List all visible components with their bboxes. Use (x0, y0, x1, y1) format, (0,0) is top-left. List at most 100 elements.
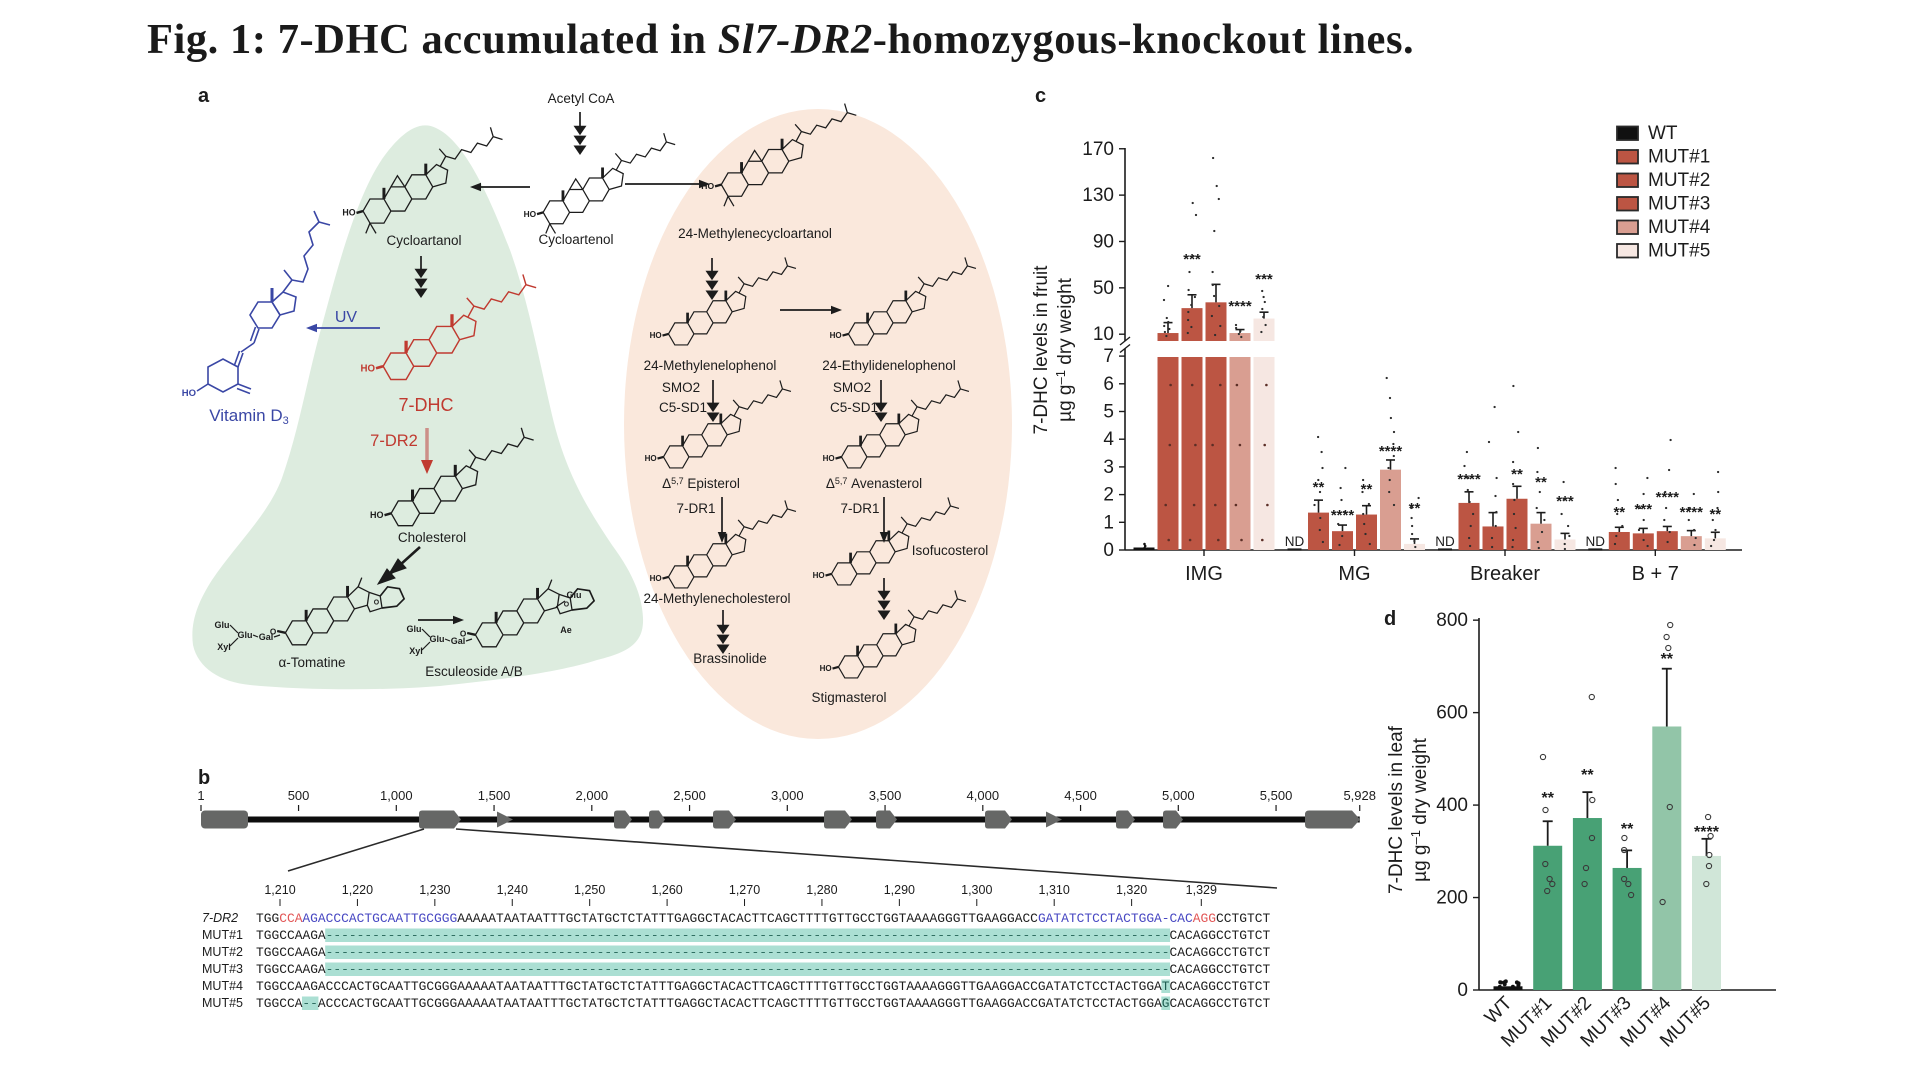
svg-text:------------------------------: ----------------------------------------… (326, 929, 1170, 943)
svg-text:Esculeoside A/B: Esculeoside A/B (425, 664, 523, 679)
svg-text:500: 500 (288, 788, 310, 803)
svg-text:1,210: 1,210 (264, 883, 295, 897)
svg-text:CACAGGCCTGTCT: CACAGGCCTGTCT (1170, 980, 1271, 994)
svg-text:Ae: Ae (560, 625, 572, 635)
svg-text:TGGCCAAGA: TGGCCAAGA (256, 929, 326, 943)
svg-text:Glu: Glu (238, 630, 253, 640)
svg-text:7: 7 (1103, 346, 1114, 367)
svg-text:1,250: 1,250 (574, 883, 605, 897)
svg-text:Gal: Gal (259, 632, 274, 642)
svg-text:7-DHC: 7-DHC (398, 395, 453, 415)
svg-text:Acetyl CoA: Acetyl CoA (548, 91, 615, 106)
svg-text:2,500: 2,500 (673, 788, 706, 803)
svg-text:1,280: 1,280 (806, 883, 837, 897)
svg-text:24-Methylenecholesterol: 24-Methylenecholesterol (643, 591, 790, 606)
svg-text:**: ** (1709, 506, 1721, 523)
svg-text:600: 600 (1436, 703, 1468, 724)
svg-text:c: c (1035, 85, 1046, 107)
svg-text:MUT#3: MUT#3 (202, 962, 243, 976)
svg-text:**: ** (1535, 474, 1547, 491)
svg-text:10: 10 (1093, 324, 1114, 345)
svg-text:B + 7: B + 7 (1632, 563, 1679, 585)
svg-text:24-Ethylidenelophenol: 24-Ethylidenelophenol (822, 358, 956, 373)
svg-text:MUT#5: MUT#5 (1648, 241, 1710, 262)
svg-text:UV: UV (335, 309, 358, 326)
svg-text:C5-SD1: C5-SD1 (830, 400, 878, 415)
svg-text:CACAGGCCTGTCT: CACAGGCCTGTCT (1170, 946, 1271, 960)
svg-text:5,928: 5,928 (1343, 788, 1376, 803)
svg-text:7-DHC levels in leaf: 7-DHC levels in leaf (1386, 725, 1407, 894)
svg-text:3,500: 3,500 (869, 788, 902, 803)
svg-text:------------------------------: ----------------------------------------… (326, 963, 1170, 977)
svg-text:****: **** (1228, 298, 1252, 315)
svg-text:TGGCCAAGA: TGGCCAAGA (256, 963, 326, 977)
svg-text:GATATCTCCTACTGGA-CAC: GATATCTCCTACTGGA-CAC (1038, 912, 1193, 926)
svg-text:130: 130 (1082, 185, 1114, 206)
svg-text:6: 6 (1103, 374, 1114, 395)
svg-text:24-Methylenecycloartanol: 24-Methylenecycloartanol (678, 226, 832, 241)
svg-text:***: *** (1635, 501, 1653, 518)
svg-text:3: 3 (1103, 457, 1114, 478)
svg-text:***: *** (1255, 271, 1273, 288)
svg-text:7-DR2: 7-DR2 (370, 432, 418, 450)
svg-text:1,500: 1,500 (478, 788, 511, 803)
svg-text:MUT#4: MUT#4 (202, 979, 243, 993)
svg-text:3,000: 3,000 (771, 788, 804, 803)
svg-text:AGACCCACTGCAATTGCGGG: AGACCCACTGCAATTGCGGG (302, 912, 457, 926)
svg-text:1,240: 1,240 (497, 883, 528, 897)
svg-text:SMO2: SMO2 (833, 380, 871, 395)
svg-text:CACAGGCCTGTCT: CACAGGCCTGTCT (1170, 963, 1271, 977)
svg-text:**: ** (1541, 790, 1554, 807)
svg-text:7-DR1: 7-DR1 (676, 501, 715, 516)
svg-text:CACAGGCCTGTCT: CACAGGCCTGTCT (1170, 929, 1271, 943)
svg-text:Xyl: Xyl (217, 642, 231, 652)
svg-text:1,290: 1,290 (884, 883, 915, 897)
svg-text:a: a (198, 85, 210, 107)
svg-text:Gal: Gal (451, 636, 466, 646)
svg-text:------------------------------: ----------------------------------------… (326, 946, 1170, 960)
svg-text:TGGCCAAGA: TGGCCAAGA (256, 946, 326, 960)
svg-text:170: 170 (1082, 139, 1114, 160)
svg-text:MG: MG (1338, 563, 1370, 585)
svg-text:α-Tomatine: α-Tomatine (278, 655, 345, 670)
svg-text:Brassinolide: Brassinolide (693, 651, 767, 666)
svg-text:Glu: Glu (567, 590, 582, 600)
svg-text:Breaker: Breaker (1470, 563, 1540, 585)
svg-text:Glu: Glu (407, 624, 422, 634)
svg-text:7-DR2: 7-DR2 (202, 911, 238, 925)
svg-text:--: -- (302, 997, 317, 1011)
svg-text:0: 0 (1457, 980, 1468, 1001)
svg-text:Vitamin D3: Vitamin D3 (209, 406, 289, 427)
svg-text:MUT#4: MUT#4 (1648, 217, 1711, 238)
svg-text:5,500: 5,500 (1260, 788, 1293, 803)
svg-text:50: 50 (1093, 278, 1114, 299)
svg-text:ND: ND (1586, 534, 1606, 549)
svg-text:CACAGGCCTGTCT: CACAGGCCTGTCT (1170, 997, 1271, 1011)
svg-text:SMO2: SMO2 (662, 380, 700, 395)
svg-text:**: ** (1621, 821, 1634, 838)
svg-text:d: d (1384, 608, 1396, 630)
svg-text:G: G (1162, 997, 1170, 1011)
svg-text:1: 1 (197, 788, 204, 803)
svg-text:b: b (198, 767, 210, 789)
svg-text:****: **** (1331, 507, 1355, 524)
svg-text:800: 800 (1436, 610, 1468, 631)
svg-text:1,270: 1,270 (729, 883, 760, 897)
svg-text:****: **** (1379, 443, 1403, 460)
svg-text:MUT#1: MUT#1 (1648, 147, 1710, 168)
svg-text:24-Methylenelophenol: 24-Methylenelophenol (644, 358, 777, 373)
svg-text:1,260: 1,260 (651, 883, 682, 897)
svg-text:1,320: 1,320 (1116, 883, 1147, 897)
svg-text:0: 0 (1103, 540, 1114, 561)
svg-text:Fig. 1: 7-DHC accumulated in S: Fig. 1: 7-DHC accumulated in Sl7-DR2-hom… (147, 16, 1414, 63)
svg-text:ND: ND (1435, 534, 1455, 549)
svg-text:5: 5 (1103, 402, 1114, 423)
svg-text:5,000: 5,000 (1162, 788, 1195, 803)
svg-text:200: 200 (1436, 888, 1468, 909)
svg-text:Cycloartenol: Cycloartenol (538, 232, 613, 247)
svg-text:**: ** (1661, 651, 1674, 668)
svg-text:4,500: 4,500 (1064, 788, 1097, 803)
svg-text:MUT#2: MUT#2 (202, 945, 243, 959)
svg-text:Cycloartanol: Cycloartanol (386, 233, 461, 248)
svg-text:7-DHC levels in fruit: 7-DHC levels in fruit (1031, 265, 1052, 435)
